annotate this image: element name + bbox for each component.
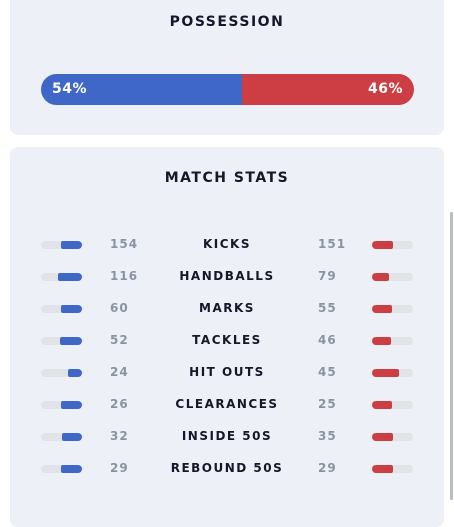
stat-label: CLEARANCES (175, 397, 279, 411)
away-stat-bar (372, 241, 413, 249)
away-stat-bar (372, 337, 413, 345)
home-stat-bar-fill (61, 465, 82, 473)
stat-row: 32 INSIDE 50S 35 (10, 428, 444, 446)
away-stat-bar (372, 401, 413, 409)
stat-label: TACKLES (192, 333, 262, 347)
home-stat-bar-fill (61, 305, 82, 313)
home-stat-value: 154 (110, 237, 139, 251)
stat-label: REBOUND 50S (170, 461, 284, 475)
possession-card: POSSESSION 54% 46% (10, 0, 444, 135)
possession-home-percent: 54% (52, 81, 88, 97)
away-stat-bar (372, 433, 413, 441)
home-stat-value: 26 (110, 397, 129, 411)
away-stat-bar-fill (372, 241, 393, 249)
home-stat-bar-fill (60, 337, 82, 345)
away-stat-bar-fill (372, 401, 392, 409)
home-stat-value: 52 (110, 333, 129, 347)
stat-label: INSIDE 50S (181, 429, 273, 443)
home-stat-bar (41, 369, 82, 377)
home-stat-bar-fill (61, 241, 82, 249)
possession-title: POSSESSION (169, 14, 285, 30)
away-stat-bar (372, 465, 413, 473)
home-stat-bar-fill (68, 369, 82, 377)
away-stat-bar-fill (372, 337, 391, 345)
stat-row: 116 HANDBALLS 79 (10, 268, 444, 286)
home-stat-bar (41, 433, 82, 441)
home-stat-value: 60 (110, 301, 129, 315)
away-stat-value: 25 (318, 397, 337, 411)
away-stat-bar-fill (372, 305, 392, 313)
home-stat-bar (41, 305, 82, 313)
stat-row: 52 TACKLES 46 (10, 332, 444, 350)
home-stat-value: 32 (110, 429, 129, 443)
home-stat-bar (41, 401, 82, 409)
home-stat-bar-fill (62, 433, 82, 441)
away-stat-value: 45 (318, 365, 337, 379)
stat-row: 154 KICKS 151 (10, 236, 444, 254)
home-stat-bar-fill (58, 273, 82, 281)
possession-home-segment: 54% (41, 74, 243, 105)
possession-away-segment: 46% (242, 74, 414, 105)
home-stat-bar (41, 273, 82, 281)
stat-row: 29 REBOUND 50S 29 (10, 460, 444, 478)
possession-bar: 54% 46% (41, 74, 414, 105)
scrollbar[interactable] (450, 212, 453, 500)
away-stat-value: 29 (318, 461, 337, 475)
home-stat-value: 24 (110, 365, 129, 379)
stat-row: 26 CLEARANCES 25 (10, 396, 444, 414)
home-stat-value: 116 (110, 269, 139, 283)
stat-label: MARKS (199, 301, 255, 315)
away-stat-value: 79 (318, 269, 337, 283)
away-stat-value: 55 (318, 301, 337, 315)
home-stat-bar-fill (61, 401, 82, 409)
match-stats-card: MATCH STATS 154 KICKS 151 116 HANDBALLS 79 60 M… (10, 147, 444, 527)
away-stat-bar (372, 273, 413, 281)
home-stat-bar (41, 465, 82, 473)
away-stat-bar-fill (372, 273, 389, 281)
away-stat-bar-fill (372, 369, 399, 377)
home-stat-value: 29 (110, 461, 129, 475)
away-stat-value: 151 (318, 237, 347, 251)
away-stat-bar-fill (372, 465, 393, 473)
possession-away-percent: 46% (367, 81, 403, 97)
away-stat-bar (372, 369, 413, 377)
stat-label: HANDBALLS (179, 269, 275, 283)
home-stat-bar (41, 337, 82, 345)
stat-label: KICKS (202, 237, 251, 251)
stat-label: HIT OUTS (189, 365, 265, 379)
away-stat-value: 46 (318, 333, 337, 347)
away-stat-bar (372, 305, 413, 313)
home-stat-bar (41, 241, 82, 249)
away-stat-bar-fill (372, 433, 393, 441)
stat-row: 60 MARKS 55 (10, 300, 444, 318)
stat-row: 24 HIT OUTS 45 (10, 364, 444, 382)
away-stat-value: 35 (318, 429, 337, 443)
match-stats-title: MATCH STATS (164, 170, 290, 186)
